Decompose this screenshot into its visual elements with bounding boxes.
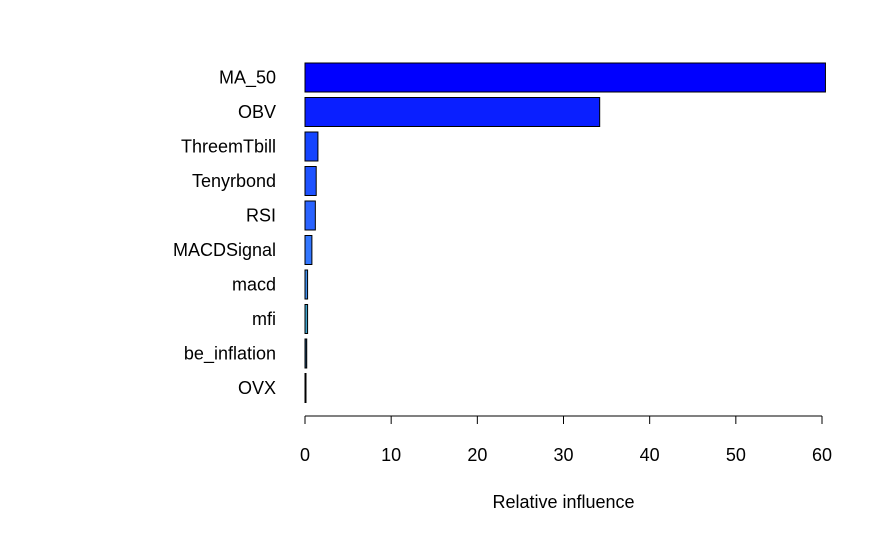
x-tick-label-30: 30 bbox=[553, 445, 573, 465]
category-label-MA_50: MA_50 bbox=[219, 68, 276, 89]
x-tick-label-0: 0 bbox=[300, 445, 310, 465]
category-label-be_inflation: be_inflation bbox=[184, 344, 276, 365]
bar-macd bbox=[304, 269, 309, 300]
bar-mfi bbox=[304, 304, 309, 334]
category-labels: MA_50 OBV ThreemTbill Tenyrbond RSI MACDSigna… bbox=[173, 68, 276, 399]
x-tick-label-10: 10 bbox=[381, 445, 401, 465]
bar-OVX bbox=[304, 373, 307, 403]
bar-MACDSignal bbox=[304, 235, 313, 265]
category-label-Tenyrbond: Tenyrbond bbox=[192, 171, 276, 191]
category-label-MACDSignal: MACDSignal bbox=[173, 240, 276, 260]
bar-RSI bbox=[304, 200, 316, 231]
category-label-ThreemTbill: ThreemTbill bbox=[181, 137, 276, 157]
category-label-mfi: mfi bbox=[252, 309, 276, 329]
x-axis-title: Relative influence bbox=[492, 492, 634, 512]
category-label-RSI: RSI bbox=[246, 206, 276, 226]
bar-OBV bbox=[304, 97, 601, 127]
x-tick-label-40: 40 bbox=[640, 445, 660, 465]
bar-be_inflation bbox=[304, 338, 308, 369]
category-label-OVX: OVX bbox=[238, 378, 276, 398]
x-tick-label-60: 60 bbox=[812, 445, 832, 465]
bar-Tenyrbond bbox=[304, 166, 317, 196]
x-axis: 0 10 20 30 40 50 60 bbox=[300, 415, 832, 465]
category-label-OBV: OBV bbox=[238, 102, 276, 122]
bar-MA_50 bbox=[304, 62, 826, 93]
bars-group bbox=[304, 62, 826, 403]
category-label-macd: macd bbox=[232, 275, 276, 295]
x-tick-label-20: 20 bbox=[467, 445, 487, 465]
x-tick-label-50: 50 bbox=[726, 445, 746, 465]
bar-ThreemTbill bbox=[304, 131, 319, 162]
